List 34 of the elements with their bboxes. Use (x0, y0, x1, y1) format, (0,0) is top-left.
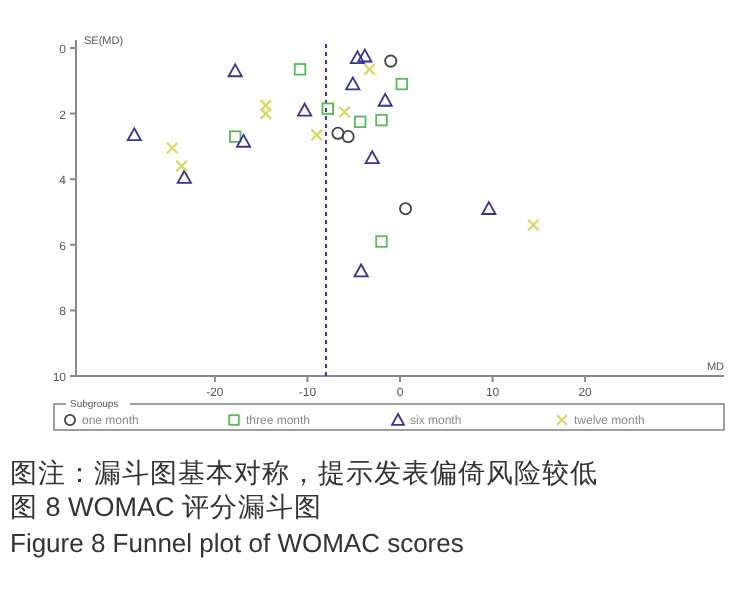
point (259, 99, 273, 112)
point (176, 170, 192, 184)
point (229, 130, 242, 143)
point (375, 235, 388, 248)
point (338, 105, 351, 119)
point (236, 133, 252, 148)
point (364, 150, 380, 165)
caption: 图 8 WOMAC 评分漏斗图 (10, 492, 323, 522)
point (175, 159, 188, 173)
point (481, 201, 497, 215)
point (259, 107, 273, 120)
text: 图注：漏斗图基本对称，提示发表偏倚风险较低 (10, 458, 598, 488)
point (354, 115, 367, 128)
point (363, 62, 376, 76)
point (165, 141, 179, 155)
point (384, 54, 398, 68)
point (353, 263, 369, 278)
point (357, 48, 373, 63)
point (310, 128, 324, 142)
point (331, 126, 345, 140)
point (321, 102, 334, 115)
point (377, 92, 393, 107)
point (526, 218, 540, 232)
point (297, 102, 313, 117)
caption: Figure 8 Funnel plot of WOMAC scores (10, 528, 465, 558)
point (227, 63, 243, 78)
point (375, 113, 388, 127)
point (293, 63, 307, 76)
point (126, 127, 142, 142)
point (395, 77, 409, 91)
point (341, 130, 355, 144)
point (345, 76, 361, 91)
point (349, 50, 365, 65)
point (399, 202, 413, 216)
